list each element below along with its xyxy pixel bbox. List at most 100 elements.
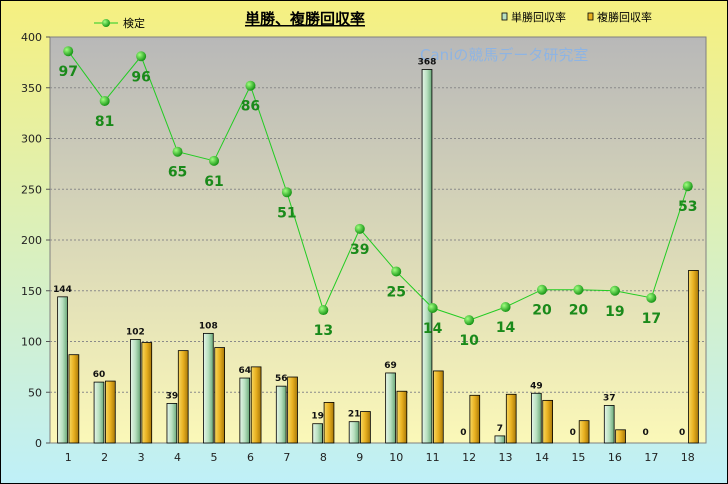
- bar-tansho-label: 368: [418, 57, 437, 67]
- line-point-label: 96: [131, 69, 150, 85]
- x-tick-label: 3: [138, 451, 145, 464]
- bar-fukusho: [323, 401, 335, 444]
- bar-fukusho: [505, 393, 517, 444]
- line-point: [136, 51, 147, 62]
- bar-fukusho: [688, 270, 699, 444]
- watermark: Caniの競馬データ研究室: [420, 46, 588, 64]
- bar-fukusho: [360, 411, 371, 444]
- line-point-label: 65: [168, 165, 187, 181]
- x-tick-label: 17: [644, 451, 658, 464]
- x-tick-label: 14: [535, 451, 549, 464]
- bar-tansho: [239, 377, 251, 444]
- line-point: [609, 285, 620, 296]
- bar-fukusho: [433, 370, 444, 444]
- bars: [57, 69, 699, 444]
- bar-tansho-label: 108: [199, 321, 218, 331]
- line-point: [99, 95, 110, 106]
- y-tick-label: 400: [21, 31, 42, 44]
- bar-tansho-label: 21: [348, 410, 361, 420]
- bar-fukusho: [542, 399, 553, 444]
- x-tick-label: 16: [608, 451, 622, 464]
- x-tick-label: 5: [211, 451, 218, 464]
- line-point-label: 13: [314, 323, 333, 339]
- line-point-label: 97: [58, 64, 77, 80]
- line-point: [537, 284, 547, 295]
- legend-line-label: 検定: [123, 16, 145, 30]
- x-axis: 1 2 3 4 5 6 7 8 9 10 11 12 13 14 15 16 17 18: [65, 451, 695, 464]
- bar-labels: 144 60 102 39 108 64 56 19 21 69 368 0 7 49 0 37 0 0: [53, 57, 685, 438]
- legend-bar1-label: 単勝回収率: [511, 10, 566, 24]
- y-axis: 0 50 100 150 200 250 300 350 400: [21, 31, 50, 450]
- bar-fukusho: [214, 347, 225, 444]
- chart-title: 単勝、複勝回収率: [245, 10, 365, 28]
- line-point-label: 51: [277, 205, 296, 221]
- line-path: [67, 50, 689, 321]
- bar-tansho: [275, 385, 287, 444]
- line-series: [63, 46, 693, 326]
- line-point-label: 25: [386, 284, 405, 300]
- legend-line: 検定: [94, 16, 145, 30]
- bar-fukusho: [287, 376, 298, 444]
- legend-bars: 単勝回収率 複勝回収率: [501, 10, 652, 24]
- bar-tansho: [531, 392, 542, 444]
- bar-tansho-label: 19: [311, 412, 324, 422]
- bar-tansho-label: 56: [275, 374, 288, 384]
- bar-fukusho: [177, 350, 189, 444]
- line-point-label: 39: [350, 242, 369, 258]
- x-tick-label: 1: [65, 451, 72, 464]
- line-point-label: 19: [605, 304, 624, 320]
- bar-tansho-label: 102: [126, 327, 145, 337]
- bar-tansho: [166, 403, 178, 444]
- line-point-label: 81: [95, 114, 114, 130]
- bar-tansho: [494, 435, 506, 444]
- line-point: [391, 266, 402, 277]
- line-point: [245, 80, 256, 91]
- line-point: [682, 181, 693, 192]
- y-tick-label: 350: [21, 82, 42, 95]
- line-point-label: 20: [532, 303, 552, 319]
- line-labels: 97 81 96 65 61 86 51 13 39 25 14 10 14 20 20 19 17 53: [58, 64, 697, 349]
- y-tick-label: 200: [21, 234, 42, 247]
- bar-fukusho: [68, 354, 80, 444]
- x-tick-label: 9: [356, 451, 363, 464]
- y-tick-label: 50: [28, 386, 42, 399]
- line-point-label: 14: [496, 320, 516, 336]
- bar-tansho-label: 0: [679, 428, 685, 438]
- line-point: [427, 303, 438, 314]
- y-tick-label: 250: [21, 183, 42, 196]
- bar-tansho-label: 0: [460, 428, 466, 438]
- bar-fukusho: [396, 390, 408, 444]
- bar-fukusho: [469, 394, 481, 444]
- line-point: [464, 315, 475, 326]
- x-tick-label: 13: [499, 451, 513, 464]
- legend-line-marker: [102, 19, 110, 27]
- bar-fukusho: [615, 429, 626, 444]
- line-point: [209, 155, 219, 166]
- line-point-label: 61: [204, 174, 223, 190]
- line-point: [500, 301, 511, 312]
- x-tick-label: 7: [283, 451, 290, 464]
- line-point: [646, 292, 657, 303]
- y-tick-label: 100: [21, 336, 42, 349]
- bar-fukusho: [250, 366, 262, 444]
- legend-bar2-label: 複勝回収率: [597, 10, 652, 24]
- x-tick-label: 6: [247, 451, 254, 464]
- x-tick-label: 10: [389, 451, 403, 464]
- bar-tansho: [203, 332, 214, 444]
- bar-tansho: [93, 381, 105, 444]
- x-tick-label: 4: [174, 451, 181, 464]
- y-tick-label: 0: [35, 437, 42, 450]
- line-point: [573, 284, 584, 295]
- x-tick-label: 12: [462, 451, 476, 464]
- bar-fukusho: [578, 420, 590, 444]
- legend-bar1-swatch: [501, 12, 508, 21]
- line-point: [63, 46, 74, 57]
- gridlines: [50, 87, 706, 393]
- bar-tansho: [421, 69, 433, 444]
- bar-tansho: [57, 296, 68, 444]
- bar-tansho: [603, 405, 615, 444]
- line-point: [318, 305, 329, 316]
- line-point: [354, 223, 365, 234]
- y-tick-label: 300: [21, 133, 42, 146]
- bar-fukusho: [105, 380, 116, 444]
